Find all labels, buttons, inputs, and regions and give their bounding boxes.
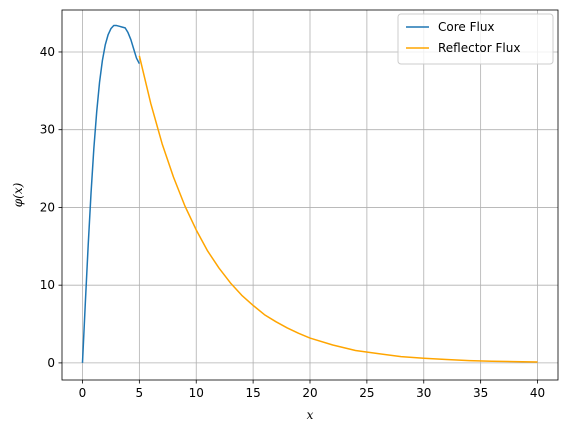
x-tick-label: 30 [416,386,431,400]
x-tick-label: 20 [302,386,317,400]
legend-box [397,13,554,65]
axis-ticks: 0 5 10 15 20 25 30 35 40 0 10 20 30 40 [40,45,545,400]
x-tick-label: 35 [473,386,488,400]
y-tick-label: 20 [40,200,55,214]
x-tick-label: 5 [136,386,144,400]
series-line-2 [138,55,538,363]
x-tick-label: 10 [189,386,204,400]
x-tick-label: 15 [245,386,260,400]
y-tick-label: 0 [47,356,55,370]
legend: Core Flux Reflector Flux [397,13,554,65]
x-axis-label: x [307,408,314,422]
x-tick-label: 0 [79,386,87,400]
x-tick-label: 25 [359,386,374,400]
series-line-1 [81,24,141,363]
y-tick-label: 30 [40,123,55,137]
y-tick-label: 40 [40,45,55,59]
legend-label: Reflector Flux [438,41,520,55]
series-layer [81,24,538,363]
x-tick-label: 40 [530,386,545,400]
legend-label: Core Flux [438,20,495,34]
y-tick-label: 10 [40,278,55,292]
grid-lines [62,10,558,380]
y-axis-label: φ(x) [11,182,25,207]
